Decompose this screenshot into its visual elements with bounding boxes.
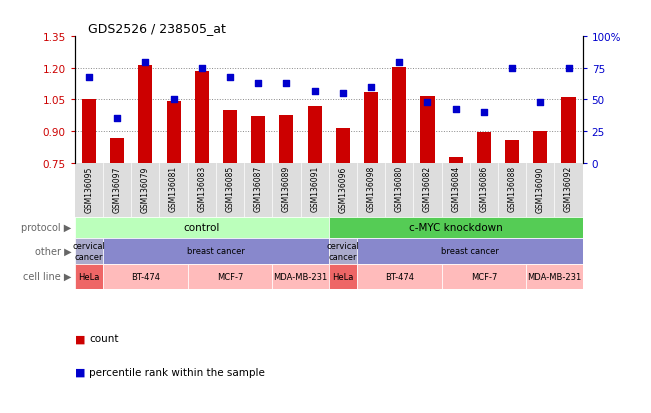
Bar: [167, 102, 181, 163]
Bar: [307, 107, 322, 163]
Text: GSM136083: GSM136083: [197, 166, 206, 212]
Text: MDA-MB-231: MDA-MB-231: [273, 272, 327, 281]
Text: count: count: [89, 334, 118, 344]
Point: [478, 109, 489, 116]
Text: MCF-7: MCF-7: [471, 272, 497, 281]
Point: [394, 59, 404, 66]
Text: GSM136086: GSM136086: [479, 166, 488, 212]
Text: HeLa: HeLa: [332, 272, 353, 281]
Bar: [336, 128, 350, 163]
Bar: [561, 98, 575, 163]
Text: protocol ▶: protocol ▶: [21, 223, 72, 233]
Text: cell line ▶: cell line ▶: [23, 271, 72, 282]
Bar: [195, 72, 209, 163]
Text: GSM136090: GSM136090: [536, 166, 545, 212]
Text: GSM136089: GSM136089: [282, 166, 291, 212]
Text: GSM136088: GSM136088: [508, 166, 517, 212]
Text: GSM136095: GSM136095: [85, 166, 94, 212]
Text: MDA-MB-231: MDA-MB-231: [527, 272, 581, 281]
Point: [140, 59, 150, 66]
Text: GSM136091: GSM136091: [310, 166, 319, 212]
Bar: [526, 264, 583, 289]
Text: GSM136084: GSM136084: [451, 166, 460, 212]
Point: [84, 74, 94, 81]
Bar: [279, 116, 294, 163]
Text: control: control: [184, 223, 220, 233]
Text: GSM136096: GSM136096: [339, 166, 348, 212]
Text: MCF-7: MCF-7: [217, 272, 243, 281]
Text: percentile rank within the sample: percentile rank within the sample: [89, 367, 265, 377]
Bar: [187, 264, 272, 289]
Bar: [421, 97, 435, 163]
Point: [281, 81, 292, 87]
Point: [507, 65, 518, 72]
Point: [563, 65, 574, 72]
Point: [253, 81, 264, 87]
Bar: [103, 239, 329, 264]
Point: [112, 116, 122, 122]
Text: GSM136081: GSM136081: [169, 166, 178, 212]
Bar: [329, 217, 583, 239]
Bar: [441, 264, 526, 289]
Text: ■: ■: [75, 334, 85, 344]
Bar: [75, 217, 329, 239]
Point: [450, 107, 461, 114]
Bar: [329, 264, 357, 289]
Text: GSM136079: GSM136079: [141, 166, 150, 212]
Text: BT-474: BT-474: [385, 272, 414, 281]
Text: BT-474: BT-474: [131, 272, 160, 281]
Bar: [139, 66, 152, 163]
Bar: [110, 139, 124, 163]
Text: ■: ■: [75, 367, 85, 377]
Text: GSM136097: GSM136097: [113, 166, 122, 212]
Bar: [364, 93, 378, 163]
Text: GSM136080: GSM136080: [395, 166, 404, 212]
Point: [225, 74, 235, 81]
Text: cervical
cancer: cervical cancer: [326, 242, 359, 261]
Bar: [505, 141, 519, 163]
Text: breast cancer: breast cancer: [441, 247, 499, 256]
Bar: [103, 264, 187, 289]
Text: cervical
cancer: cervical cancer: [72, 242, 105, 261]
Bar: [357, 264, 441, 289]
Bar: [82, 100, 96, 163]
Bar: [75, 264, 103, 289]
Bar: [251, 117, 266, 163]
Bar: [533, 132, 547, 163]
Text: GSM136098: GSM136098: [367, 166, 376, 212]
Point: [197, 65, 207, 72]
Text: other ▶: other ▶: [35, 246, 72, 256]
Text: GSM136085: GSM136085: [225, 166, 234, 212]
Bar: [75, 239, 103, 264]
Text: c-MYC knockdown: c-MYC knockdown: [409, 223, 503, 233]
Point: [422, 100, 433, 106]
Bar: [223, 111, 237, 163]
Bar: [272, 264, 329, 289]
Point: [366, 84, 376, 91]
Point: [535, 100, 546, 106]
Text: breast cancer: breast cancer: [187, 247, 245, 256]
Bar: [477, 133, 491, 163]
Point: [309, 88, 320, 95]
Bar: [357, 239, 583, 264]
Text: GSM136092: GSM136092: [564, 166, 573, 212]
Bar: [329, 239, 357, 264]
Point: [338, 90, 348, 97]
Text: GSM136087: GSM136087: [254, 166, 263, 212]
Text: GDS2526 / 238505_at: GDS2526 / 238505_at: [88, 22, 226, 35]
Bar: [449, 158, 463, 163]
Text: GSM136082: GSM136082: [423, 166, 432, 212]
Text: HeLa: HeLa: [78, 272, 100, 281]
Point: [169, 97, 179, 104]
Bar: [392, 68, 406, 163]
